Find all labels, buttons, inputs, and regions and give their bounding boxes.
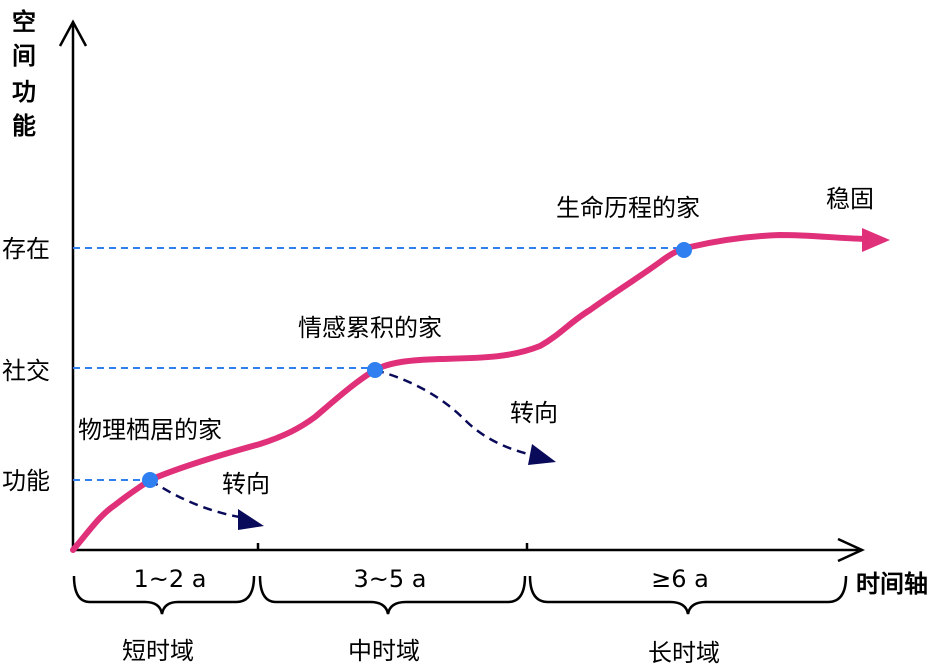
brace-short: [72, 575, 256, 615]
brace-medium: [258, 575, 527, 615]
y-axis-title-2: 间: [12, 42, 36, 70]
point-function: [142, 472, 158, 488]
x-axis: [73, 537, 866, 563]
y-axis-title-4: 能: [12, 112, 36, 140]
y-level-function: 功能: [2, 467, 50, 495]
domain-medium: 中时域: [348, 637, 420, 665]
range-long: ≥6 a: [651, 565, 709, 593]
y-level-existence: 存在: [2, 235, 50, 263]
end-label: 稳固: [826, 185, 874, 213]
stage-2-turn: 转向: [510, 399, 558, 427]
x-axis-title: 时间轴: [856, 570, 928, 598]
y-axis-title-1: 空: [12, 8, 36, 36]
stage-1-turn: 转向: [222, 470, 270, 498]
stage-2-label: 情感累积的家: [298, 314, 442, 342]
point-existence: [676, 242, 692, 258]
domain-short: 短时域: [122, 637, 194, 665]
domain-long: 长时域: [648, 639, 720, 667]
stage-1-label: 物理栖居的家: [78, 416, 222, 444]
turn-arrow-2-head: [528, 444, 556, 465]
y-axis-title-3: 功: [12, 78, 36, 106]
stage-3-label: 生命历程的家: [556, 194, 700, 222]
turn-arrow-2-line: [374, 368, 533, 457]
curve-arrow-head: [862, 228, 890, 252]
turn-arrow-1-line: [149, 478, 246, 520]
turn-arrow-1-head: [238, 509, 264, 530]
development-curve: [70, 231, 869, 553]
y-axis: [58, 19, 88, 551]
y-level-social: 社交: [2, 357, 50, 385]
range-short: 1~2 a: [134, 565, 207, 593]
point-social: [367, 362, 383, 378]
brace-long: [528, 575, 848, 615]
range-medium: 3~5 a: [354, 565, 427, 593]
